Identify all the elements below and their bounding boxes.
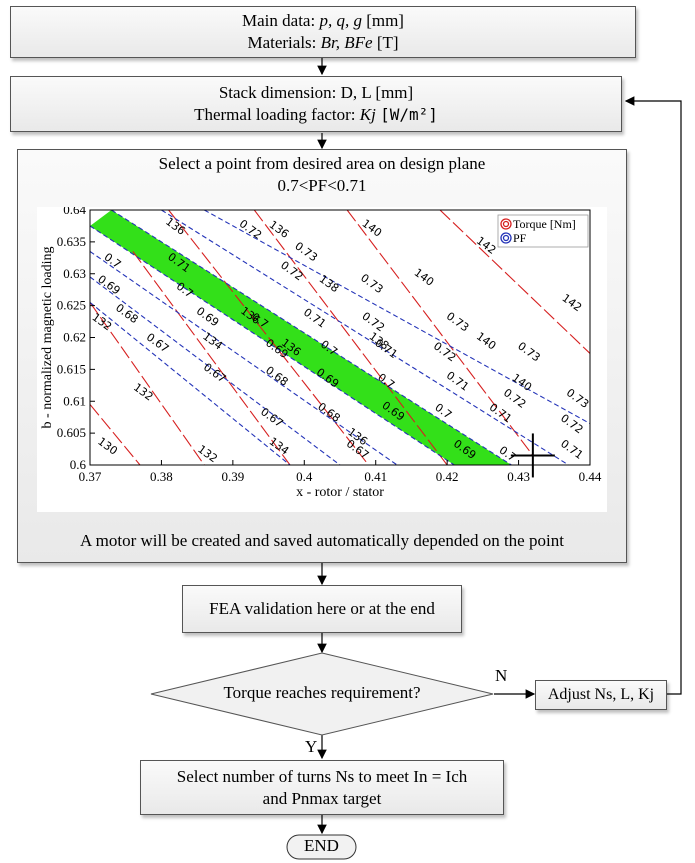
torque-contour-140 xyxy=(346,210,534,456)
legend-entry: PF xyxy=(513,231,527,245)
end-label: END xyxy=(304,836,339,855)
y-axis-label: b - normalized magnetic loading xyxy=(40,247,55,429)
adjust-box: Adjust Ns, L, Kj xyxy=(535,680,667,710)
x-tick-label: 0.41 xyxy=(364,469,387,484)
x-tick-label: 0.44 xyxy=(579,469,602,484)
thermal-prefix: Thermal loading factor: xyxy=(194,105,360,124)
pf-contour-0.73 xyxy=(204,210,590,425)
thermal-var: Kj xyxy=(359,105,376,124)
legend-marker-outer xyxy=(500,232,512,244)
fea-validation-label: FEA validation here or at the end xyxy=(209,599,435,618)
x-axis-label: x - rotor / stator xyxy=(296,485,384,500)
materials-unit: [T] xyxy=(372,33,399,52)
y-tick-label: 0.635 xyxy=(57,234,86,249)
decision-diamond xyxy=(150,652,494,736)
decision-label: Torque reaches requirement? xyxy=(223,683,421,702)
pf-contour-0.67 xyxy=(90,302,291,465)
torque-contour-142 xyxy=(439,210,590,354)
x-tick-label: 0.42 xyxy=(436,469,459,484)
pf-contour-0.69 xyxy=(90,250,398,465)
materials-vars: Br, BFe xyxy=(320,33,373,52)
materials-line: Materials: Br, BFe [T] xyxy=(11,32,635,54)
design-plane-title: Select a point from desired area on desi… xyxy=(158,154,486,173)
y-tick-label: 0.64 xyxy=(63,207,86,217)
no-label: N xyxy=(495,666,508,685)
contour-plot[interactable]: 1301321321321341341361361361361361381381… xyxy=(37,202,607,512)
x-tick-label: 0.39 xyxy=(221,469,244,484)
main-data-box: Main data: p, q, g [mm] Materials: Br, B… xyxy=(10,6,636,58)
pf-contour-0.7 xyxy=(90,225,455,465)
adjust-label: Adjust Ns, L, Kj xyxy=(547,686,655,703)
arrow-loop xyxy=(624,96,682,695)
legend-marker-inner xyxy=(502,234,510,242)
legend-box xyxy=(497,214,589,248)
x-tick-label: 0.43 xyxy=(507,469,530,484)
end-terminal xyxy=(286,834,357,860)
turns-line-2: and Pnmax target xyxy=(262,789,382,808)
x-tick-label: 0.38 xyxy=(150,469,173,484)
legend-marker-outer xyxy=(500,218,512,230)
thermal-loading-line: Thermal loading factor: Kj [W/m²] xyxy=(11,104,621,126)
pf-contour-0.68 xyxy=(90,276,341,465)
torque-contour-130 xyxy=(90,404,141,465)
y-tick-label: 0.61 xyxy=(63,393,86,408)
yes-label: Y xyxy=(305,737,318,756)
torque-contour-134 xyxy=(132,251,291,465)
legend-entry: Torque [Nm] xyxy=(513,217,576,231)
pf-band-0.7-0.71 xyxy=(90,210,512,465)
y-tick-label: 0.6 xyxy=(70,457,87,472)
turns-selection-box: Select number of turns Ns to meet In = I… xyxy=(140,760,504,815)
pf-contour-0.71 xyxy=(111,210,512,465)
stack-dimension-line: Stack dimension: D, L [mm] xyxy=(218,83,414,102)
legend-marker-inner xyxy=(502,220,510,228)
pf-range-label: 0.7<PF<0.71 xyxy=(277,176,367,195)
design-plane-footer: A motor will be created and saved automa… xyxy=(80,531,564,550)
main-data-line: Main data: p, q, g [mm] xyxy=(11,10,635,32)
y-tick-label: 0.615 xyxy=(57,361,86,376)
main-data-vars: p, q, g xyxy=(319,11,362,30)
y-tick-label: 0.63 xyxy=(63,266,86,281)
y-tick-label: 0.62 xyxy=(63,330,86,345)
x-tick-label: 0.4 xyxy=(296,469,313,484)
thermal-unit: [W/m²] xyxy=(380,105,438,124)
fea-validation-box: FEA validation here or at the end xyxy=(182,585,462,633)
torque-contour-132 xyxy=(90,302,205,465)
design-plane-chart[interactable]: 130 132 132 132 134 134 136 136 136 136 136 138 138 1… xyxy=(37,202,607,512)
pf-contour-0.72 xyxy=(161,210,569,465)
materials-prefix: Materials: xyxy=(247,33,321,52)
main-data-unit: [mm] xyxy=(361,11,404,30)
main-data-prefix: Main data: xyxy=(242,11,320,30)
x-tick-label: 0.37 xyxy=(79,469,102,484)
y-tick-label: 0.605 xyxy=(57,425,86,440)
stack-dimension-box: Stack dimension: D, L [mm] Thermal loadi… xyxy=(10,76,622,132)
y-tick-label: 0.625 xyxy=(57,298,86,313)
turns-line-1: Select number of turns Ns to meet In = I… xyxy=(176,767,468,786)
